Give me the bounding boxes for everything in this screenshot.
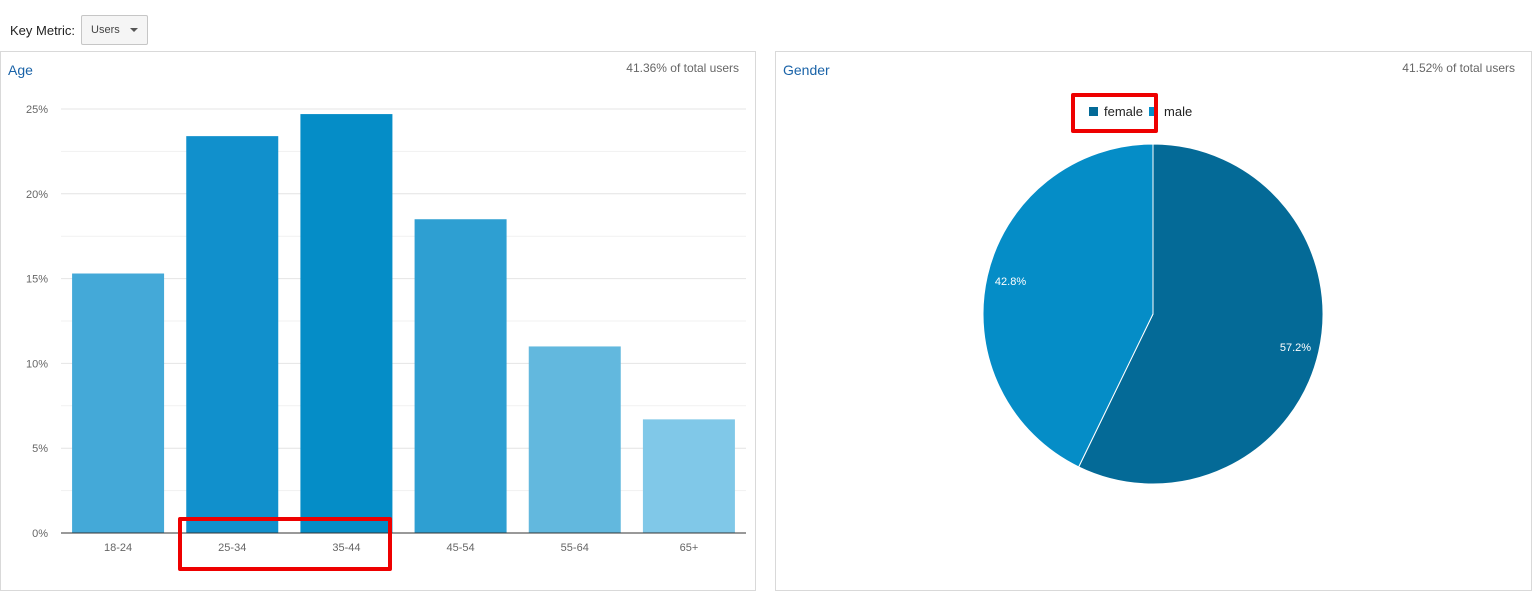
age-bar-35-44[interactable] [300, 114, 393, 533]
key-metric-control: Key Metric: Users [10, 15, 148, 45]
legend-item-male[interactable]: male [1149, 104, 1192, 119]
age-x-tick-label: 65+ [680, 542, 699, 554]
key-metric-dropdown[interactable]: Users [81, 15, 148, 45]
gender-panel-note: 41.52% of total users [1402, 61, 1515, 75]
age-x-tick-label: 25-34 [218, 542, 246, 554]
legend-item-female[interactable]: female [1089, 104, 1143, 119]
age-bar-chart: 0% 5% 10% 15% 20% 25% 18-24 25-34 35-44 45-54 55-6… [26, 104, 746, 554]
key-metric-value: Users [91, 24, 120, 36]
pie-label-male: 42.8% [995, 276, 1026, 288]
gender-panel-title: Gender [783, 62, 830, 78]
gender-legend: female male [1089, 104, 1198, 119]
gender-panel: Gender 41.52% of total users female male … [775, 51, 1532, 591]
age-bar-25-34[interactable] [186, 136, 279, 534]
age-bar-45-54[interactable] [414, 219, 507, 534]
age-y-tick-label: 10% [26, 358, 48, 370]
age-x-tick-label: 35-44 [332, 542, 360, 554]
age-y-tick-label: 15% [26, 274, 48, 286]
age-y-tick-label: 20% [26, 189, 48, 201]
age-y-tick-label: 25% [26, 104, 48, 116]
age-panel: Age 41.36% of total users 0% 5% 10% 15% 20% 2… [0, 51, 756, 591]
age-y-tick-label: 5% [32, 443, 48, 455]
age-bar-18-24[interactable] [72, 273, 165, 533]
gender-pie-chart: 57.2% 42.8% [982, 143, 1324, 485]
age-x-tick-label: 45-54 [447, 542, 475, 554]
age-panel-title: Age [8, 62, 33, 78]
pie-slice-female[interactable] [1078, 143, 1324, 485]
chevron-down-icon [129, 28, 138, 32]
legend-label: female [1104, 104, 1144, 119]
legend-swatch [1149, 107, 1159, 116]
age-bar-65+[interactable] [642, 419, 735, 533]
age-x-tick-label: 55-64 [561, 542, 589, 554]
legend-label: male [1164, 104, 1193, 119]
age-y-tick-label: 0% [32, 528, 48, 540]
age-x-tick-label: 18-24 [104, 542, 132, 554]
legend-swatch [1089, 107, 1098, 116]
age-bar-55-64[interactable] [528, 346, 621, 533]
pie-label-female: 57.2% [1280, 342, 1311, 354]
age-panel-note: 41.36% of total users [626, 61, 739, 75]
key-metric-label: Key Metric: [10, 22, 76, 38]
pie-slice-male[interactable] [982, 143, 1154, 468]
